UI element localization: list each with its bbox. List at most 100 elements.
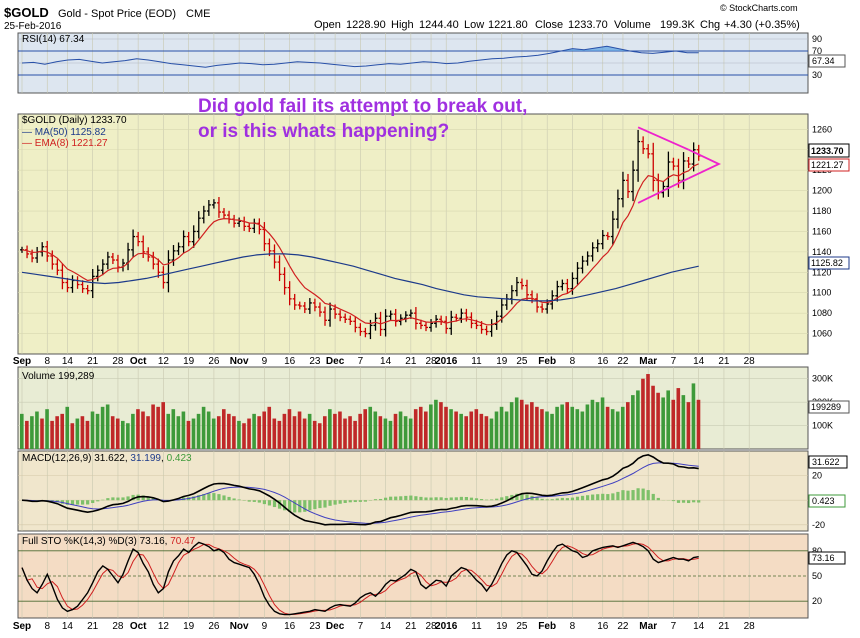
price-bar [570,272,575,295]
price-bar [80,280,85,293]
macd-histogram-bar [580,495,585,501]
volume-bar [25,420,29,449]
macd-histogram-bar [636,488,640,501]
macd-histogram-bar [601,493,605,501]
volume-bar [90,411,95,449]
macd-histogram-bar [323,500,327,508]
volume-bar [499,406,504,449]
volume-bar [287,409,292,449]
high-value: 1244.40 [419,19,459,31]
price-bar [338,310,343,322]
macd-histogram-bar [146,496,150,501]
price-bar [267,238,272,257]
price-bar [292,293,297,310]
volume-bar [302,418,307,449]
volume-bar [464,416,468,449]
macd-histogram-bar [247,500,251,502]
volume-bar [424,411,428,449]
price-bar [615,189,620,229]
open-value: 1228.90 [346,19,386,31]
macd-histogram-bar [586,495,590,501]
price-bar [595,239,600,253]
macd-histogram-bar [353,500,357,503]
price-tick-label: 1200 [812,186,832,196]
macd-histogram-bar [565,498,569,501]
macd-histogram-bar [429,497,433,501]
volume-bar [30,416,34,449]
chart-exchange: CME [186,8,210,20]
macd-histogram-bar [485,499,489,501]
volume-bar [519,399,524,449]
price-bar [85,284,90,295]
sto-tick-label: 50 [812,571,822,581]
volume-bar [105,404,110,449]
chart-name: Gold - Spot Price (EOD) [58,8,176,20]
macd-histogram-bar [202,494,206,501]
x-tick-label: 8 [570,356,576,367]
volume-label: Volume [614,19,651,31]
x-tick-label: 16 [284,356,296,367]
chg-label: Chg [700,19,720,31]
macd-histogram-bar [338,500,342,504]
volume-bar [469,411,474,449]
price-bar [686,156,691,169]
x-tick-label: Feb [538,356,556,367]
x-tick-label: 28 [425,621,437,632]
macd-histogram-bar [358,500,362,502]
macd-histogram-bar [444,497,448,501]
macd-histogram-bar [65,500,70,505]
price-bar [161,266,166,289]
volume-bar [681,395,686,449]
chg-value: +4.30 (+0.35%) [724,19,800,31]
macd-histogram-bar [363,500,367,502]
macd-histogram-bar [116,497,120,501]
price-tick-label: 1080 [812,308,832,318]
volume-bar [555,406,559,449]
price-bar [287,281,292,306]
macd-histogram-bar [449,497,453,501]
macd-histogram-bar [267,500,272,506]
watermark: © StockCharts.com [720,3,798,13]
volume-bar [595,402,600,449]
x-tick-label: 21 [718,621,730,632]
volume-bar [85,420,90,449]
price-bar [110,252,115,265]
volume-bar [136,409,140,449]
price-bar [424,321,428,332]
volume-bar [545,411,549,449]
macd-histogram-bar [651,493,655,501]
price-bar [651,142,656,192]
svg-text:0.423: 0.423 [812,496,835,506]
volume-bar [338,411,342,449]
ma50-value-badge: 1125.82 [808,256,850,270]
volume-bar [666,390,670,449]
price-bar [307,298,312,314]
macd-histogram-bar [151,498,155,501]
price-bar [277,255,282,282]
price-bar [136,231,141,247]
macd-histogram-bar [434,497,438,501]
price-bar [580,255,585,274]
low-value: 1221.80 [488,19,528,31]
volume-bar [449,409,453,449]
macd-histogram-bar [646,490,650,501]
price-bar [646,144,651,159]
price-bar [413,307,418,330]
volume-bar [590,399,595,449]
low-label: Low [464,19,484,31]
volume-bar [514,397,519,449]
rsi-line [21,45,699,68]
volume-bar [575,409,580,449]
volume-bar [277,420,282,449]
macd-histogram-bar [96,500,100,502]
price-bar [90,269,95,299]
price-tick-label: 1260 [812,124,832,134]
x-tick-label: Sep [13,621,31,632]
macd-histogram-bar [454,497,458,501]
x-tick-label: 16 [597,621,609,632]
volume-bar [509,402,514,449]
x-tick-label: Mar [639,621,657,632]
x-tick-label: Nov [230,356,249,367]
volume-bar [126,423,130,449]
